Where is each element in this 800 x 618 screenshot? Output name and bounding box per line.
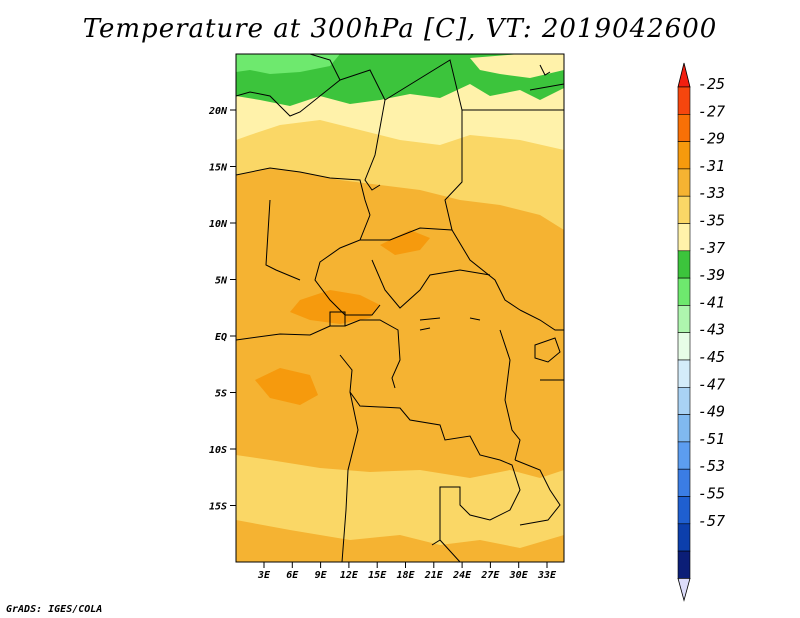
colorbar-label: -49 — [698, 403, 725, 421]
river-congo — [419, 317, 481, 331]
colorbar-swatch — [677, 523, 691, 552]
field-band-minus-39 — [236, 54, 340, 74]
lat-label: 20N — [208, 106, 228, 117]
border-uganda — [519, 309, 564, 331]
footer-credit: GrADS: IGES/COLA — [6, 604, 103, 615]
lon-label: 12E — [340, 570, 359, 581]
border-drc-angola — [339, 354, 501, 461]
colorbar-label: -31 — [698, 157, 725, 175]
coast-gulf-guinea — [236, 325, 331, 341]
colorbar-swatch — [677, 114, 691, 142]
lon-label: 6E — [286, 570, 299, 581]
border-congo — [344, 319, 401, 389]
border-zambia — [431, 459, 521, 546]
colorbar-label: -55 — [698, 485, 725, 503]
border-nigeria-cameroon — [314, 214, 381, 316]
colorbar-swatch — [677, 468, 691, 497]
colorbar-label: -27 — [698, 102, 725, 120]
border-drc-east — [499, 329, 521, 461]
colorbar-label: -37 — [698, 239, 725, 257]
lon-label: 3E — [257, 570, 271, 581]
border-benin-nigeria — [265, 199, 301, 281]
colorbar-swatch — [677, 550, 691, 579]
colorbar-swatch — [677, 168, 691, 197]
lat-label: 10N — [209, 219, 228, 230]
colorbar-swatch — [677, 359, 691, 388]
colorbar-label: -33 — [698, 184, 725, 202]
colorbar-swatch — [677, 86, 691, 115]
chart-title: Temperature at 300hPa [C], VT: 201904260… — [82, 14, 718, 44]
lat-label: 15N — [209, 163, 228, 174]
country-borders — [236, 54, 564, 562]
lon-label: 9E — [315, 570, 328, 581]
colorbar-top-triangle — [677, 62, 691, 88]
colorbar-label: -45 — [698, 348, 725, 366]
field-patch-minus-29-west — [255, 368, 318, 405]
lon-label: 27E — [480, 570, 500, 581]
lat-label: 15S — [209, 502, 227, 513]
colorbar-bottom-triangle — [677, 578, 691, 602]
lake-victoria — [534, 337, 561, 363]
map-frame — [235, 53, 565, 563]
lat-label: 5N — [215, 276, 228, 287]
border-car-drc — [371, 259, 491, 309]
colorbar-swatch — [677, 441, 691, 470]
longitude-axis: 3E 6E 9E 12E 15E 18E 21E 24E 27E 30E 33E — [257, 562, 557, 581]
lon-label: 15E — [368, 570, 387, 581]
lat-label: EQ — [215, 332, 227, 343]
lat-label: 10S — [209, 445, 227, 456]
latitude-axis: 20N 15N 10N 5N EQ 5S 10S 15S — [208, 106, 236, 513]
colorbar-label: -53 — [698, 457, 725, 475]
lon-label: 30E — [509, 570, 529, 581]
colorbar-swatch — [677, 332, 691, 361]
border-namibia-botswana — [439, 539, 461, 562]
colorbar-swatch — [677, 195, 691, 224]
lat-label: 5S — [215, 389, 227, 400]
colorbar-swatch — [677, 223, 691, 252]
border-nigeria-north — [236, 167, 371, 216]
colorbar-swatch — [677, 386, 691, 415]
colorbar-label: -47 — [698, 375, 725, 393]
field-patch-minus-29-north — [380, 230, 430, 255]
colorbar-swatch — [677, 250, 691, 279]
colorbar-swatch — [677, 141, 691, 170]
colorbar-label: -29 — [698, 130, 725, 148]
colorbar: -25 -27 -29 -31 -33 -35 -37 -39 -41 -43 -45 -47 -49 -… — [677, 62, 725, 602]
colorbar-swatch — [677, 496, 691, 525]
field-band-minus-31-south — [236, 520, 564, 562]
colorbar-label: -35 — [698, 212, 725, 230]
lon-label: 21E — [424, 570, 444, 581]
colorbar-label: -41 — [698, 293, 725, 311]
colorbar-label: -57 — [698, 512, 725, 530]
lon-label: 33E — [537, 570, 557, 581]
colorbar-label: -25 — [698, 75, 725, 93]
colorbar-swatch — [677, 414, 691, 443]
colorbar-label: -43 — [698, 321, 725, 339]
colorbar-swatch — [677, 277, 691, 306]
colorbar-label: -39 — [698, 266, 725, 284]
coast-angola — [341, 391, 359, 562]
border-algeria-niger — [236, 54, 341, 117]
border-mozambique — [514, 459, 561, 526]
colorbar-label: -51 — [698, 430, 725, 448]
lon-label: 24E — [452, 570, 472, 581]
colorbar-swatch — [677, 305, 691, 333]
border-niger-chad — [339, 69, 386, 191]
field-patch-minus-35-ne — [470, 54, 564, 78]
border-northeast — [529, 64, 564, 91]
border-car-south — [360, 227, 521, 311]
lon-label: 18E — [396, 570, 415, 581]
border-chad-sudan — [384, 59, 463, 231]
